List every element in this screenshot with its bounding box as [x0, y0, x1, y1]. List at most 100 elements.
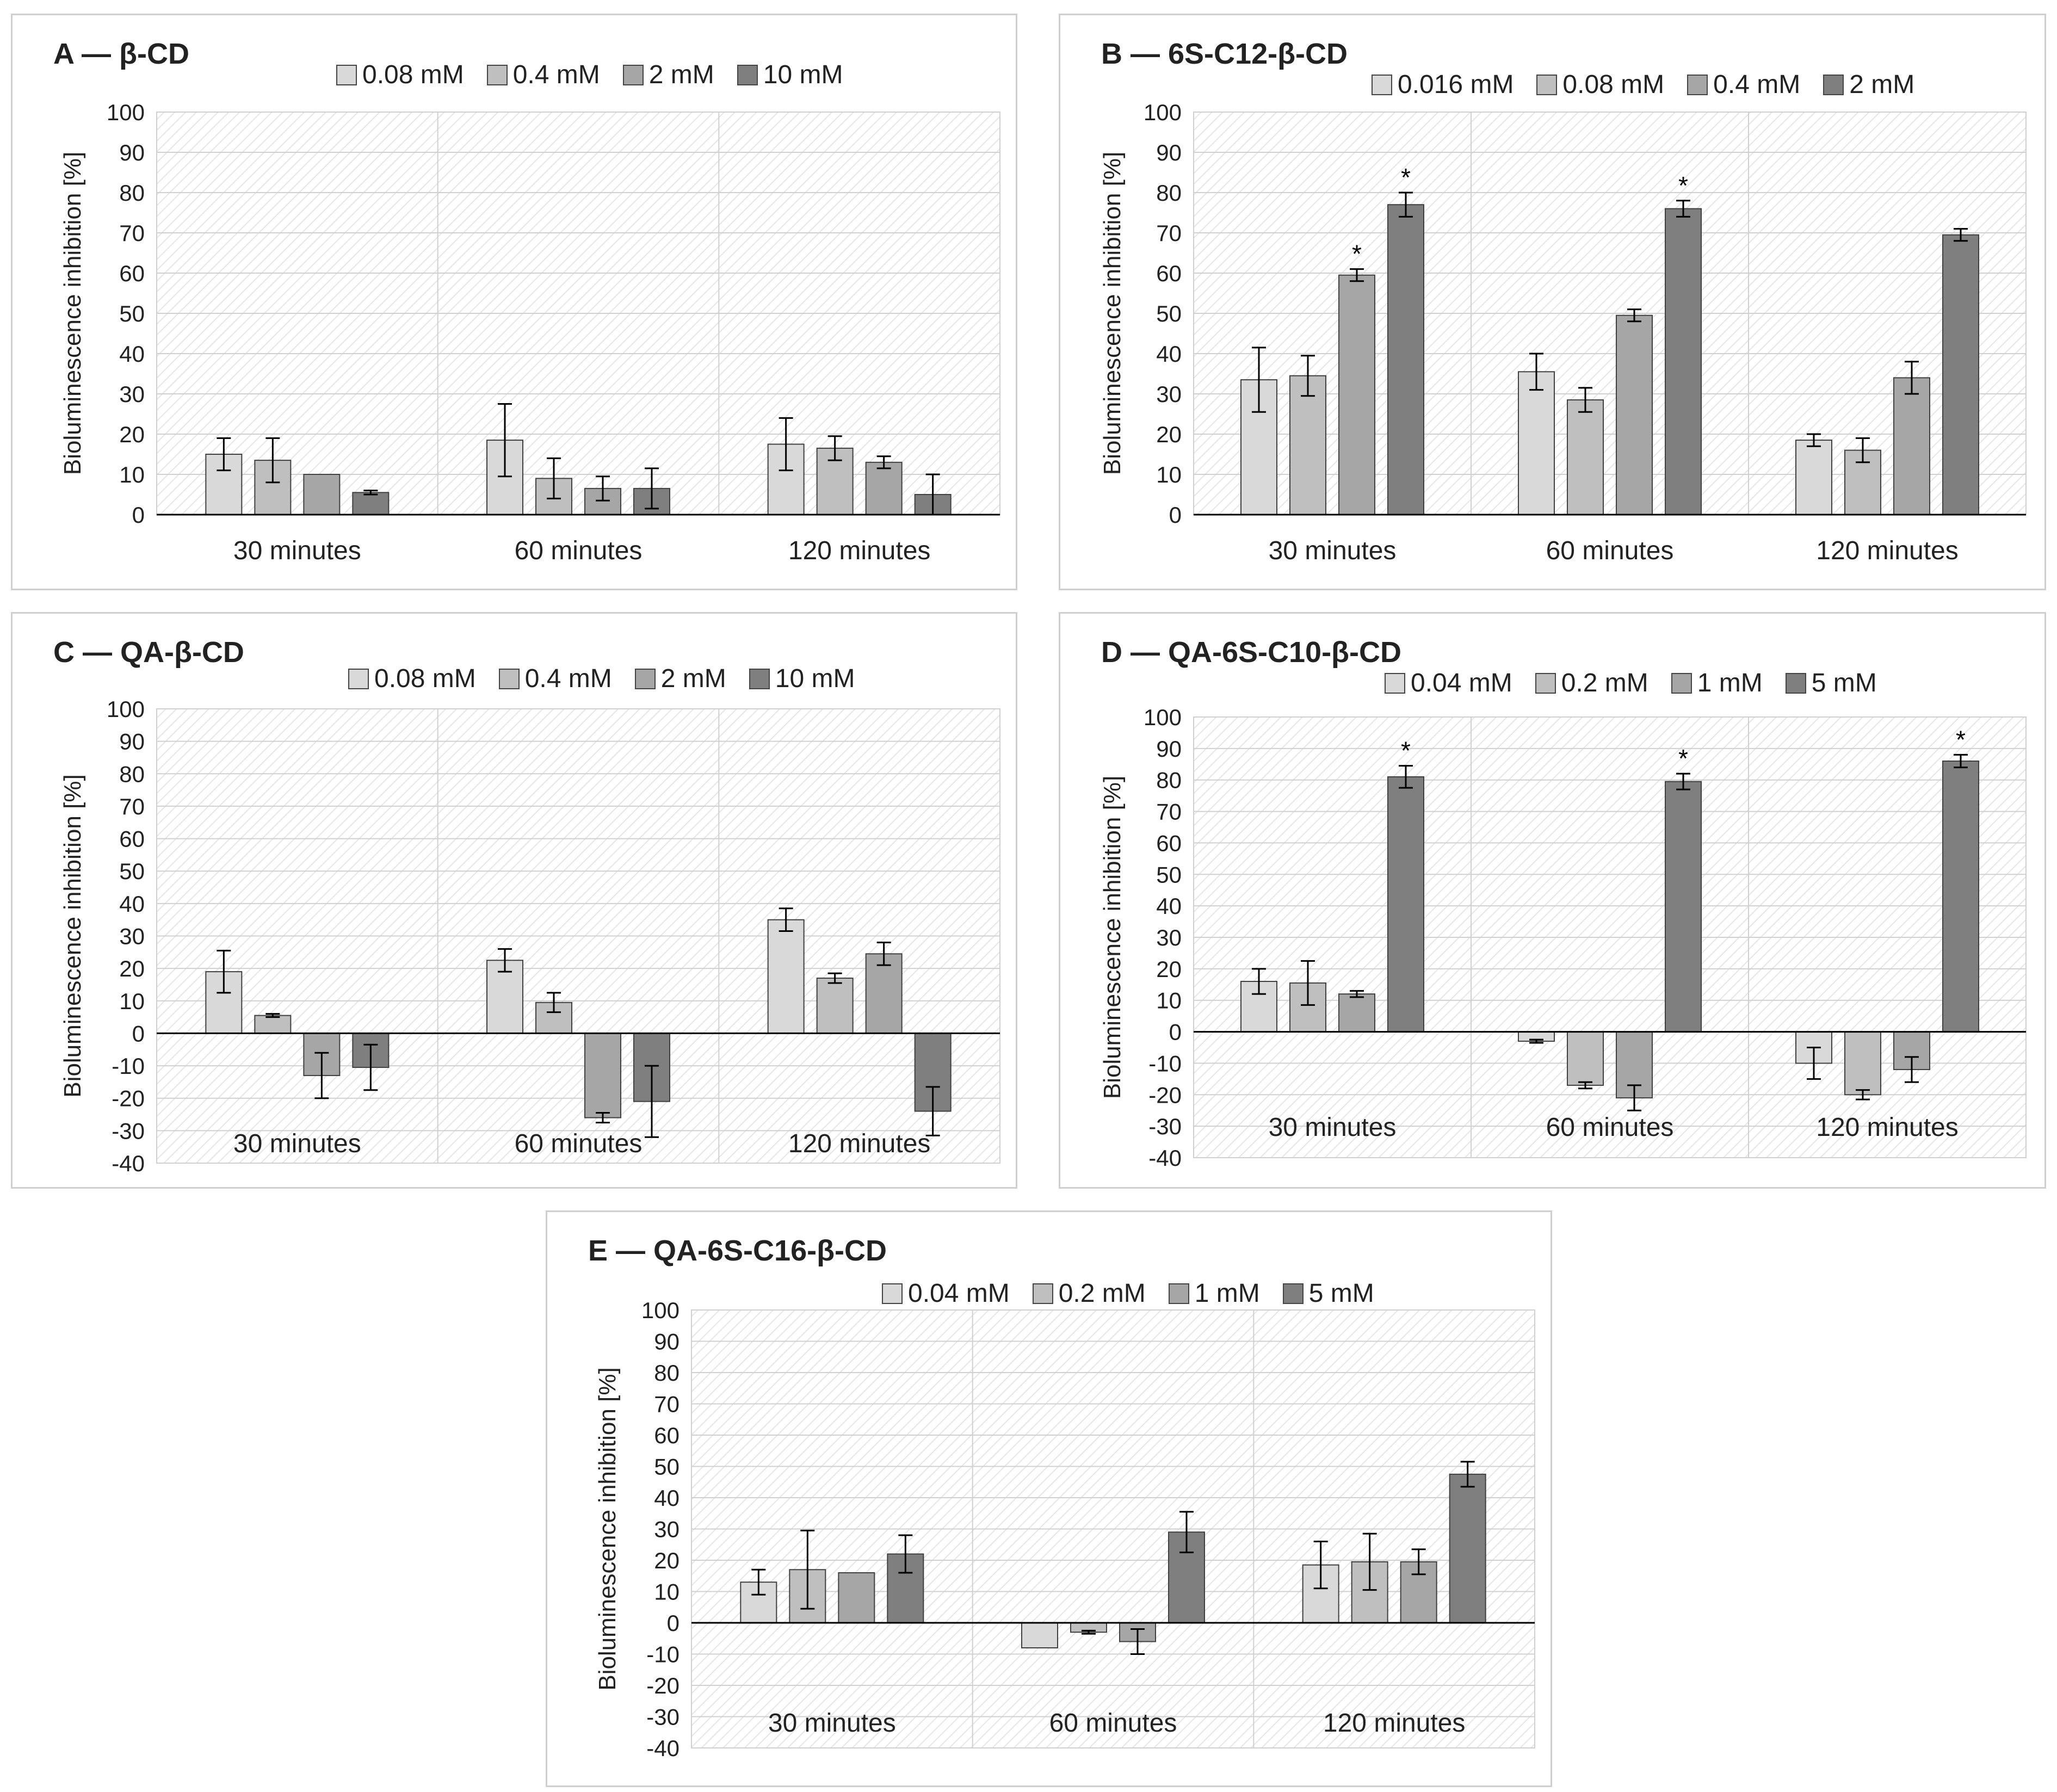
x-category-label: 30 minutes — [233, 1129, 361, 1158]
y-tick-label: 20 — [1156, 422, 1182, 447]
y-tick-label: 40 — [119, 891, 145, 917]
legend-swatch — [1687, 74, 1708, 95]
legend-swatch — [1282, 1283, 1304, 1304]
significance-marker: * — [1678, 744, 1688, 773]
y-tick-label: -20 — [646, 1673, 680, 1698]
x-category-label: 120 minutes — [1323, 1709, 1466, 1738]
chart-title: A — β-CD — [53, 38, 189, 70]
y-tick-label: 10 — [119, 462, 145, 487]
significance-marker: * — [1352, 240, 1362, 268]
legend-label: 0.2 mM — [1561, 669, 1648, 697]
bar — [1665, 781, 1702, 1033]
legend-item: 0.2 mM — [1535, 668, 1648, 698]
y-tick-label: 70 — [1156, 799, 1182, 825]
y-tick-label: -40 — [646, 1735, 680, 1761]
y-tick-label: 70 — [119, 220, 145, 246]
bar — [865, 461, 903, 515]
y-tick-label: -10 — [112, 1053, 145, 1079]
y-tick-label: 30 — [1156, 925, 1182, 950]
chart-panel-c: C — QA-β-CD 0.08 mM 0.4 mM 2 mM 10 mM 100 90… — [11, 612, 1017, 1189]
plot-border — [691, 1309, 1535, 1748]
legend-item: 1 mM — [1671, 668, 1763, 698]
y-tick-label: 10 — [654, 1579, 680, 1605]
bar — [303, 474, 341, 515]
y-tick-label: 50 — [654, 1454, 680, 1480]
legend-item: 0.04 mM — [1385, 668, 1512, 698]
legend-item: 0.08 mM — [1536, 70, 1664, 100]
y-tick-label: 100 — [1144, 100, 1182, 125]
legend-swatch — [1535, 672, 1556, 694]
bar — [584, 1033, 621, 1119]
y-tick-label: 40 — [1156, 893, 1182, 919]
legend-label: 0.08 mM — [374, 664, 476, 693]
legend-label: 5 mM — [1308, 1279, 1374, 1308]
y-axis-label: Bioluminescence inhibition [%] — [1099, 776, 1126, 1099]
y-tick-label: 20 — [119, 422, 145, 447]
y-tick-label: 20 — [119, 956, 145, 981]
bar — [1449, 1473, 1486, 1623]
bar — [1893, 377, 1930, 516]
legend-label: 0.08 mM — [1562, 70, 1665, 99]
chart-panel-b: B — 6S-C12-β-CD 0.016 mM 0.08 mM 0.4 mM 2 m… — [1059, 14, 2046, 590]
chart-legend: 0.04 mM 0.2 mM 1 mM 5 mM — [1385, 668, 1877, 698]
y-tick-label: 20 — [1156, 956, 1182, 982]
plot-border — [1193, 716, 2027, 1158]
bar — [1665, 208, 1702, 516]
y-tick-label: 100 — [641, 1297, 680, 1323]
legend-swatch — [1536, 74, 1558, 95]
bar — [1387, 204, 1424, 515]
y-tick-label: -30 — [646, 1704, 680, 1730]
y-tick-label: 30 — [119, 924, 145, 949]
y-tick-label: 60 — [1156, 830, 1182, 856]
legend-item: 0.4 mM — [498, 664, 612, 694]
legend-item: 0.08 mM — [336, 60, 464, 90]
y-tick-label: 80 — [1156, 180, 1182, 206]
bar — [1795, 440, 1832, 515]
y-tick-label: 100 — [1144, 705, 1182, 730]
y-tick-label: 10 — [1156, 988, 1182, 1014]
y-tick-label: 90 — [1156, 736, 1182, 762]
y-tick-label: 100 — [107, 696, 145, 722]
legend-label: 0.016 mM — [1398, 70, 1514, 99]
plot-border — [156, 708, 1000, 1164]
bar — [1387, 776, 1424, 1033]
y-tick-label: 80 — [654, 1360, 680, 1386]
legend-swatch — [1785, 672, 1806, 694]
y-tick-label: 70 — [119, 794, 145, 819]
bar — [865, 953, 903, 1034]
significance-marker: * — [1956, 725, 1966, 753]
y-tick-label: 50 — [119, 301, 145, 326]
legend-item: 0.2 mM — [1032, 1278, 1146, 1308]
legend-label: 0.4 mM — [1713, 70, 1801, 99]
y-tick-label: 30 — [119, 381, 145, 407]
chart-legend: 0.08 mM 0.4 mM 2 mM 10 mM — [348, 664, 855, 694]
legend-swatch — [737, 64, 758, 85]
x-category-label: 120 minutes — [1816, 536, 1959, 565]
legend-label: 1 mM — [1697, 669, 1763, 697]
y-tick-label: 90 — [119, 140, 145, 165]
bar — [1942, 761, 1979, 1033]
y-tick-label: -30 — [112, 1118, 145, 1144]
bar — [254, 1015, 292, 1034]
legend-label: 0.04 mM — [1411, 669, 1512, 697]
legend-item: 2 mM — [622, 60, 714, 90]
legend-item: 1 mM — [1168, 1278, 1260, 1308]
y-tick-label: 60 — [1156, 261, 1182, 286]
bar — [767, 919, 805, 1034]
legend-label: 5 mM — [1811, 669, 1877, 697]
bar — [1338, 993, 1375, 1033]
y-tick-label: 0 — [1169, 502, 1182, 528]
legend-item: 0.4 mM — [1687, 70, 1800, 100]
legend-item: 2 mM — [634, 664, 726, 694]
y-tick-label: -40 — [1148, 1145, 1182, 1171]
y-tick-label: 80 — [1156, 768, 1182, 793]
y-tick-label: 100 — [107, 100, 145, 125]
legend-swatch — [486, 64, 508, 85]
legend-label: 0.4 mM — [524, 664, 612, 693]
legend-swatch — [882, 1283, 903, 1304]
y-tick-label: -40 — [112, 1151, 145, 1176]
x-category-label: 120 minutes — [788, 1129, 931, 1158]
